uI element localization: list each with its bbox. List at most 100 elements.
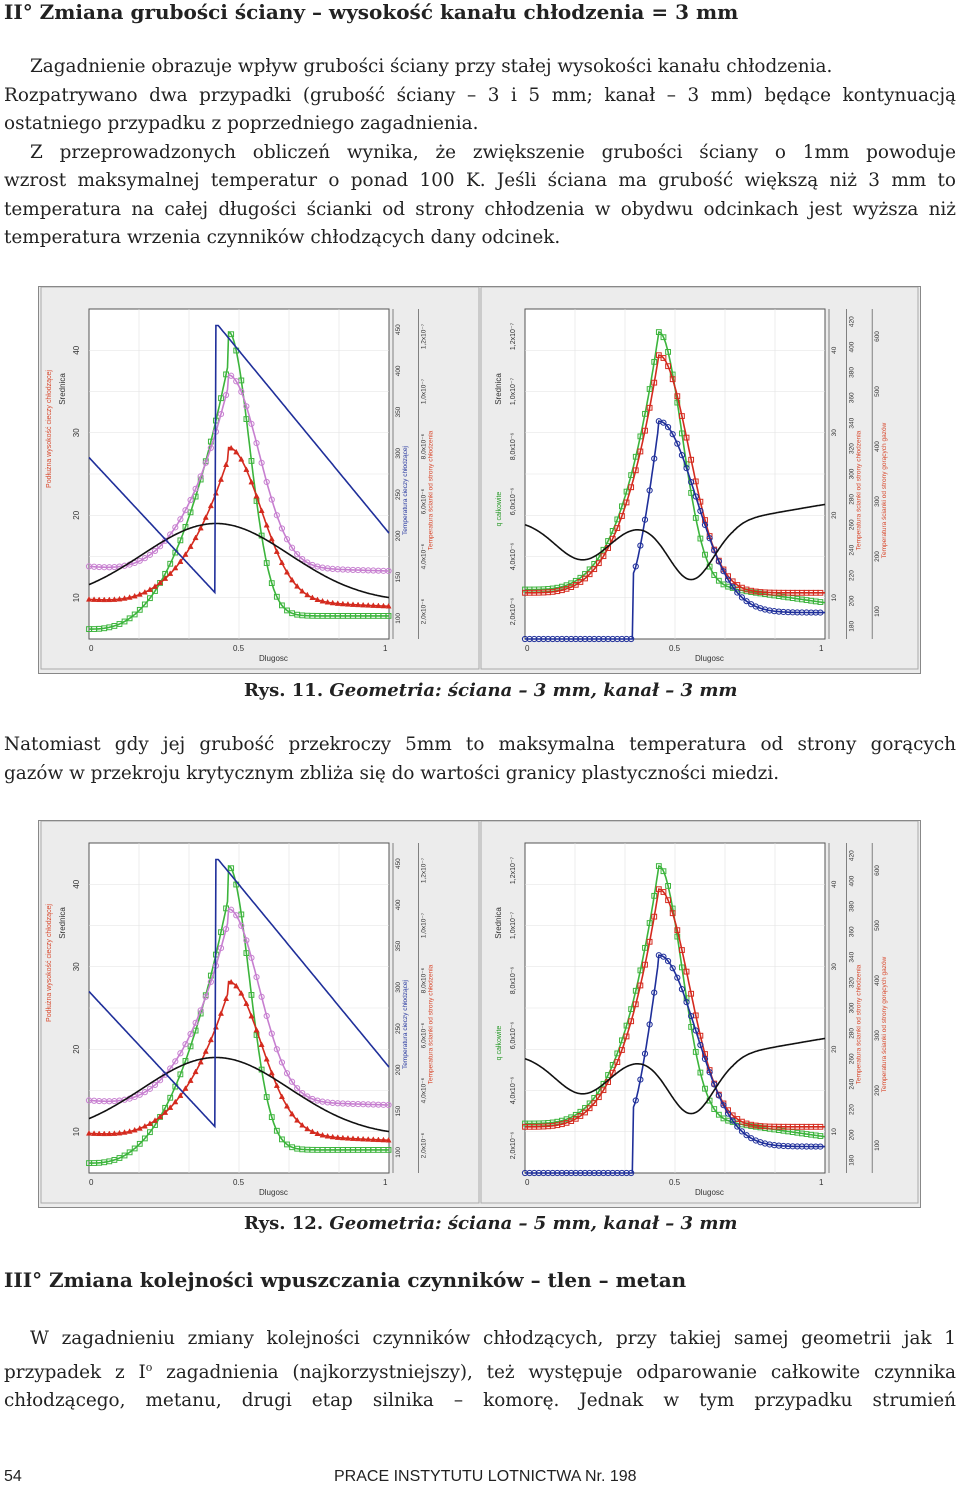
- data-point: [702, 551, 708, 558]
- data-point: [771, 608, 778, 615]
- data-point: [334, 1134, 341, 1140]
- data-point: [187, 1077, 194, 1083]
- tick-label: 30: [72, 962, 81, 971]
- data-point: [288, 544, 296, 551]
- data-point: [309, 594, 316, 600]
- data-point: [623, 635, 630, 643]
- text-line: Zagadnienie obrazuje wpływ grubości ścia…: [30, 56, 833, 77]
- data-point: [273, 548, 280, 554]
- data-point: [789, 1143, 796, 1150]
- figure-11-caption: Rys. 11. Geometria: ściana – 3 mm, kanał…: [244, 680, 737, 701]
- data-point: [228, 372, 235, 379]
- tick-label: 400: [874, 975, 881, 986]
- data-point: [577, 1113, 584, 1119]
- data-point: [554, 635, 561, 643]
- data-point: [683, 999, 690, 1006]
- tick-label: 10: [72, 593, 81, 602]
- data-point: [136, 557, 143, 564]
- tick-label: 400: [849, 341, 856, 352]
- tick-label: 180: [849, 1155, 856, 1166]
- tick-label: 300: [849, 468, 856, 479]
- data-point: [664, 423, 672, 431]
- tick-label: 100: [874, 606, 881, 617]
- data-point: [531, 1169, 538, 1177]
- tick-label: 1,2x10⁻⁷: [421, 857, 428, 883]
- data-point: [614, 1059, 621, 1065]
- data-point: [151, 547, 159, 554]
- data-point: [197, 1058, 204, 1065]
- data-point: [182, 551, 189, 557]
- data-point: [278, 1093, 285, 1100]
- data-point: [697, 1069, 704, 1076]
- data-point: [192, 1027, 199, 1034]
- data-point: [258, 507, 265, 513]
- data-point: [586, 635, 593, 643]
- x-axis-label: Dlugosc: [695, 654, 724, 663]
- data-point: [817, 1123, 824, 1130]
- data-point: [586, 1105, 593, 1112]
- data-point: [614, 525, 621, 531]
- data-point: [660, 419, 667, 426]
- data-point: [600, 553, 607, 560]
- tick-label: 20: [72, 1044, 81, 1053]
- tick-label: 250: [395, 1023, 402, 1034]
- data-point: [591, 566, 598, 573]
- data-point: [632, 453, 639, 460]
- axis-label: Temperatura cieczy chłodzącej: [402, 980, 409, 1069]
- left-panel: 0 0.5 1 Dlugosc 10 20 30 40 Srednica Podłużna wys…: [40, 287, 480, 670]
- data-point: [177, 537, 184, 544]
- data-point: [263, 1012, 270, 1020]
- data-point: [766, 607, 773, 614]
- data-point: [794, 609, 801, 616]
- data-point: [628, 1006, 635, 1013]
- data-point: [674, 393, 681, 400]
- tick-label: 360: [849, 926, 856, 937]
- data-point: [683, 968, 690, 975]
- journal-name: PRACE INSTYTUTU LOTNICTWA Nr. 198: [334, 1468, 637, 1485]
- y-axis-label: Podłużna wysokość cieczy chłodzącej: [46, 370, 53, 488]
- data-point: [651, 455, 658, 462]
- data-point: [182, 1085, 189, 1091]
- data-point: [309, 1128, 316, 1134]
- data-point: [106, 1130, 113, 1137]
- data-point: [660, 953, 667, 960]
- tick-label: 10: [831, 1128, 838, 1136]
- tick-label: 350: [395, 940, 402, 951]
- data-point: [299, 1121, 306, 1128]
- data-point: [531, 635, 538, 643]
- data-point: [817, 589, 824, 596]
- data-point: [724, 576, 732, 583]
- data-point: [595, 635, 602, 643]
- data-point: [207, 1036, 214, 1043]
- data-point: [614, 1169, 621, 1177]
- data-point: [660, 868, 667, 875]
- tick-label: 500: [874, 920, 881, 931]
- data-point: [642, 427, 648, 434]
- tick-label: 0.5: [233, 644, 245, 653]
- data-point: [632, 467, 639, 474]
- data-point: [157, 1113, 164, 1120]
- data-point: [85, 1130, 93, 1136]
- data-point: [360, 601, 367, 608]
- data-point: [228, 444, 235, 451]
- data-point: [803, 1143, 810, 1150]
- data-point: [619, 1037, 625, 1044]
- data-point: [304, 1125, 311, 1132]
- data-point: [91, 596, 98, 602]
- data-point: [632, 1097, 639, 1104]
- data-point: [609, 1069, 616, 1076]
- text-line: przypadek z Io zagadnienia (najkorzystni…: [4, 1360, 957, 1383]
- axis-label: Temperatura ścianki od strony gorących g…: [881, 422, 888, 558]
- tick-label: 30: [831, 429, 838, 437]
- data-point: [385, 1136, 392, 1143]
- data-point: [131, 1145, 138, 1152]
- tick-label: 2,0x10⁻⁶: [421, 1132, 428, 1158]
- tick-label: 220: [849, 1104, 856, 1115]
- data-point: [591, 1169, 598, 1177]
- text-line: ostatniego przypadku z poprzedniego zaga…: [4, 113, 479, 134]
- data-point: [157, 579, 164, 586]
- tick-label: 200: [874, 551, 881, 562]
- data-point: [678, 452, 686, 459]
- tick-label: 1,2x10⁻⁷: [510, 322, 517, 350]
- data-point: [380, 602, 387, 609]
